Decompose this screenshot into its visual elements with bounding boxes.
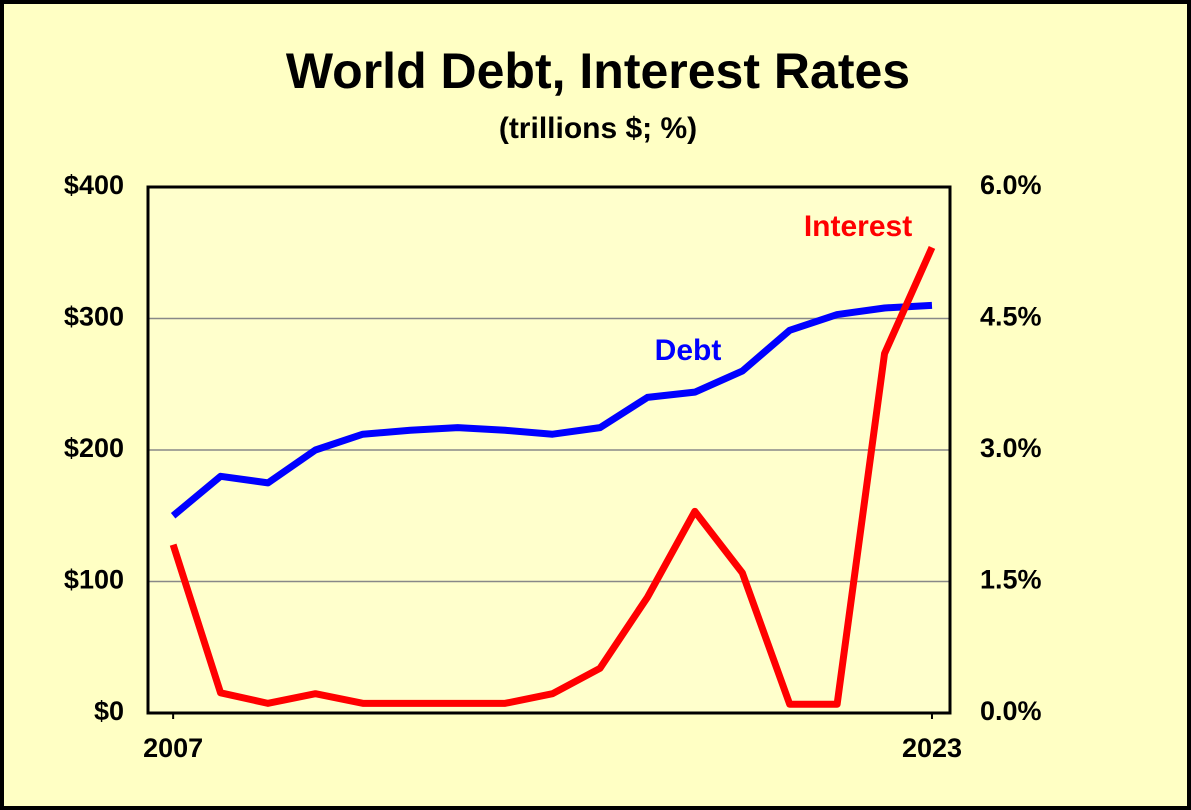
- y-tick-label: $0: [94, 696, 124, 726]
- y2-tick-label: 1.5%: [980, 565, 1042, 595]
- chart-title: World Debt, Interest Rates: [286, 43, 910, 99]
- plot-border: [146, 185, 952, 715]
- series-line: [169, 246, 936, 708]
- y-tick-label: $200: [64, 433, 124, 463]
- series-line: [170, 301, 933, 519]
- chart-subtitle: (trillions $; %): [499, 112, 697, 145]
- series-label: Debt: [655, 334, 722, 367]
- x-tick-label: 2007: [143, 733, 203, 763]
- y2-tick-label: 3.0%: [980, 433, 1042, 463]
- y2-tick-label: 4.5%: [980, 302, 1042, 332]
- y-tick-label: $100: [64, 565, 124, 595]
- y2-tick-label: 6.0%: [980, 170, 1042, 200]
- y-tick-label: $300: [64, 302, 124, 332]
- y2-tick-label: 0.0%: [980, 696, 1042, 726]
- y-tick-label: $400: [64, 170, 124, 200]
- series-label: Interest: [804, 210, 912, 243]
- x-tick-label: 2023: [902, 733, 962, 763]
